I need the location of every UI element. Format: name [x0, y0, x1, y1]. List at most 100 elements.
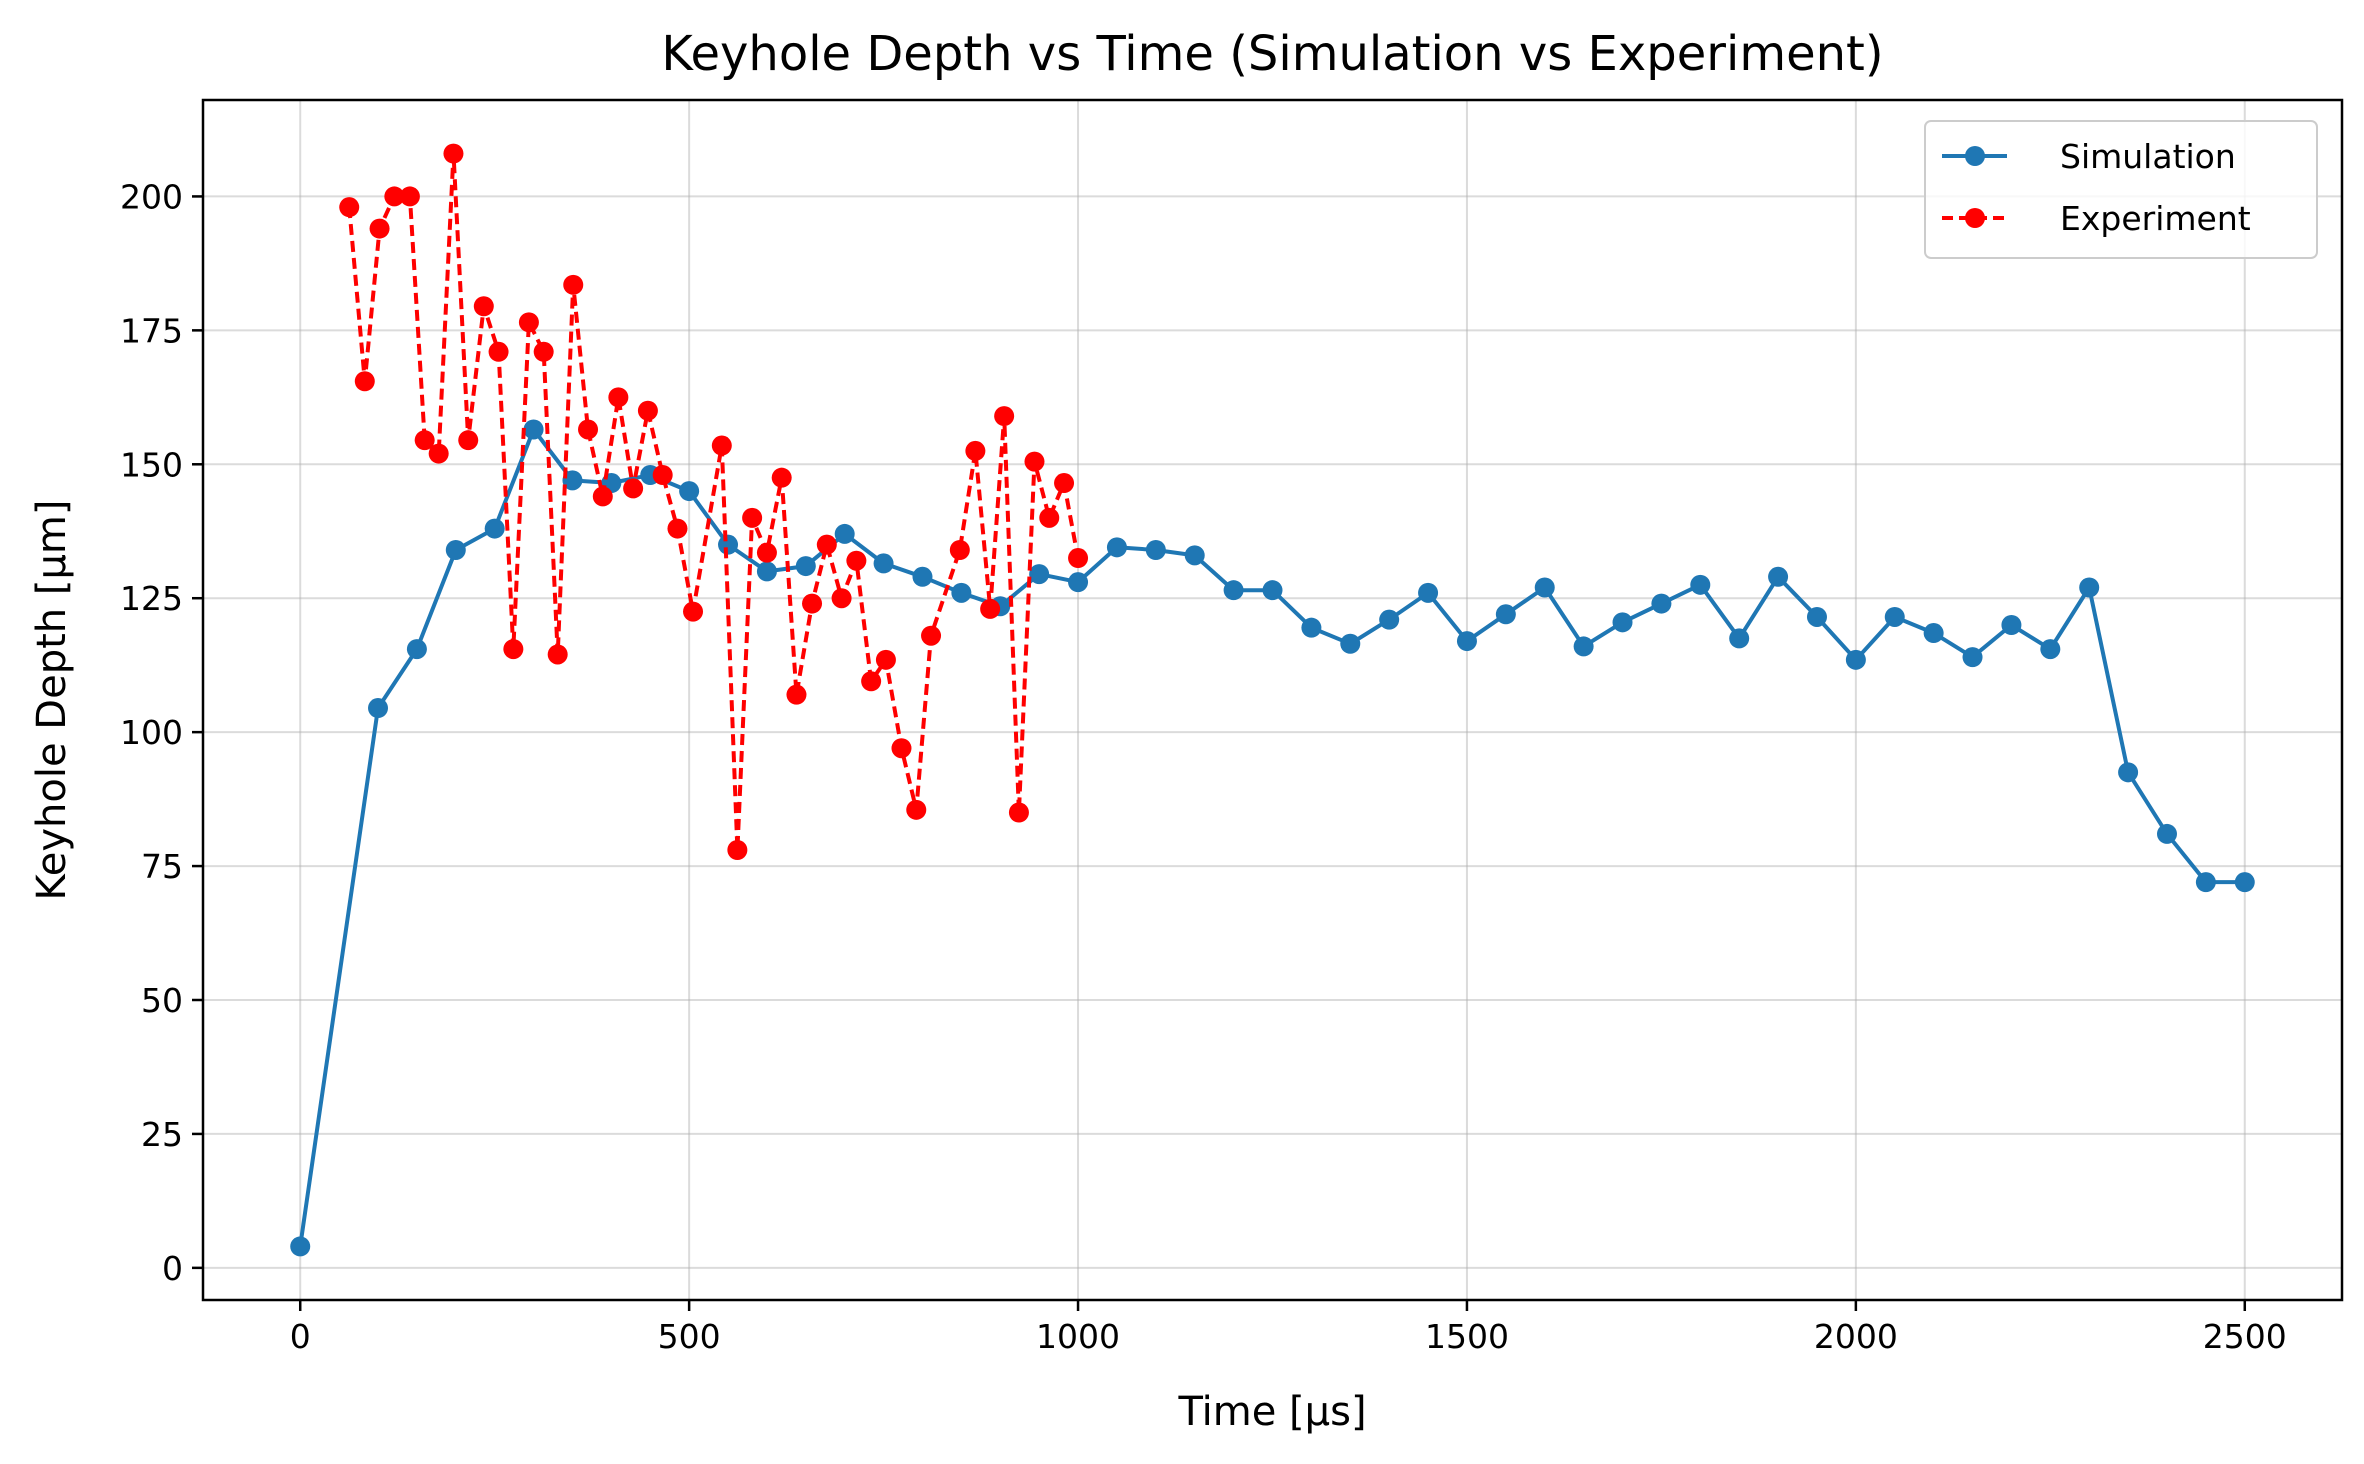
- x-tick-label: 1000: [1036, 1317, 1120, 1356]
- data-point-experiment: [399, 186, 420, 207]
- data-point-experiment: [980, 598, 1001, 619]
- legend-label-simulation: Simulation: [2060, 137, 2236, 176]
- data-point-experiment: [683, 601, 704, 622]
- data-point-experiment: [861, 671, 882, 692]
- data-point-experiment: [771, 467, 792, 488]
- series-line-experiment: [347, 151, 1080, 852]
- grid: [203, 100, 2342, 1300]
- series-experiment: [339, 143, 1089, 860]
- data-point-experiment: [965, 440, 986, 461]
- data-point-experiment: [949, 540, 970, 560]
- data-point-simulation: [1845, 649, 1866, 670]
- data-point-simulation: [2001, 615, 2022, 635]
- data-point-experiment: [563, 274, 584, 295]
- data-point-simulation: [1223, 580, 1244, 601]
- data-point-experiment: [1068, 548, 1089, 569]
- data-point-simulation: [1806, 606, 1827, 627]
- legend-marker-simulation: [1965, 146, 1985, 166]
- data-point-simulation: [1768, 566, 1789, 587]
- data-point-experiment: [906, 799, 927, 820]
- data-point-experiment: [802, 593, 823, 614]
- data-point-experiment: [578, 419, 599, 440]
- data-point-simulation: [951, 582, 972, 603]
- data-point-simulation: [873, 553, 894, 574]
- data-point-simulation: [1068, 572, 1089, 593]
- data-point-experiment: [921, 625, 942, 646]
- data-point-simulation: [445, 540, 466, 560]
- data-point-simulation: [1612, 612, 1633, 633]
- data-point-experiment: [756, 542, 777, 563]
- data-point-simulation: [1145, 540, 1166, 560]
- y-tick-label: 75: [141, 847, 183, 886]
- legend-marker-experiment: [1965, 208, 1985, 228]
- data-point-experiment: [354, 371, 375, 392]
- data-point-experiment: [443, 143, 464, 164]
- y-axis-label: Keyhole Depth [µm]: [29, 500, 75, 901]
- x-tick-label: 1500: [1425, 1317, 1509, 1356]
- data-point-experiment: [547, 644, 568, 665]
- y-tick-label: 50: [141, 981, 183, 1020]
- data-point-experiment: [742, 507, 763, 528]
- data-point-experiment: [786, 684, 807, 705]
- data-point-experiment: [518, 312, 539, 333]
- data-point-simulation: [1651, 593, 1672, 614]
- y-tick-label: 25: [141, 1115, 183, 1154]
- data-point-experiment: [727, 840, 748, 860]
- data-point-experiment: [711, 435, 732, 456]
- data-point-experiment: [816, 534, 837, 555]
- x-tick-label: 0: [290, 1317, 311, 1356]
- data-point-experiment: [414, 430, 435, 451]
- data-point-simulation: [1262, 580, 1283, 601]
- data-point-simulation: [795, 556, 816, 577]
- data-point-simulation: [1690, 574, 1711, 595]
- data-point-simulation: [834, 523, 855, 544]
- data-point-simulation: [2156, 823, 2177, 844]
- data-point-experiment: [369, 218, 390, 239]
- data-point-simulation: [2118, 762, 2139, 783]
- data-point-simulation: [1379, 609, 1400, 630]
- data-point-simulation: [1340, 633, 1361, 654]
- data-point-simulation: [1729, 628, 1750, 649]
- data-point-simulation: [368, 698, 389, 719]
- data-point-simulation: [1962, 647, 1983, 668]
- y-tick-label: 100: [120, 713, 183, 752]
- data-point-simulation: [484, 518, 505, 539]
- data-point-experiment: [488, 341, 509, 362]
- data-point-experiment: [667, 518, 688, 539]
- data-point-simulation: [679, 481, 700, 502]
- data-point-simulation: [2079, 577, 2100, 598]
- data-point-simulation: [1573, 636, 1594, 657]
- data-point-simulation: [1029, 564, 1050, 585]
- x-axis-label: Time [µs]: [1177, 1389, 1366, 1435]
- data-point-experiment: [623, 478, 644, 499]
- data-point-simulation: [1456, 631, 1477, 652]
- data-point-experiment: [1024, 451, 1045, 472]
- data-point-simulation: [756, 561, 777, 582]
- data-point-experiment: [608, 387, 629, 408]
- data-point-experiment: [1008, 802, 1029, 823]
- legend-box: [1924, 120, 2318, 259]
- data-point-experiment: [473, 296, 494, 317]
- data-point-experiment: [503, 639, 524, 660]
- data-point-simulation: [1418, 582, 1439, 603]
- x-tick-label: 2000: [1814, 1317, 1898, 1356]
- data-point-experiment: [994, 406, 1015, 427]
- x-tick-label: 500: [658, 1317, 721, 1356]
- data-point-experiment: [875, 649, 896, 670]
- legend: Simulation Experiment: [1924, 120, 2318, 259]
- data-point-experiment: [652, 465, 673, 485]
- data-point-simulation: [912, 566, 933, 587]
- data-point-simulation: [406, 639, 427, 660]
- data-point-simulation: [718, 534, 739, 555]
- data-point-simulation: [1301, 617, 1322, 638]
- chart-title: Keyhole Depth vs Time (Simulation vs Exp…: [661, 26, 1883, 82]
- y-tick-label: 175: [120, 311, 183, 350]
- data-point-simulation: [1495, 604, 1516, 625]
- data-point-experiment: [1054, 473, 1075, 494]
- data-point-simulation: [1184, 545, 1205, 566]
- data-point-simulation: [1923, 623, 1944, 644]
- data-point-experiment: [533, 341, 554, 362]
- data-point-experiment: [846, 550, 867, 571]
